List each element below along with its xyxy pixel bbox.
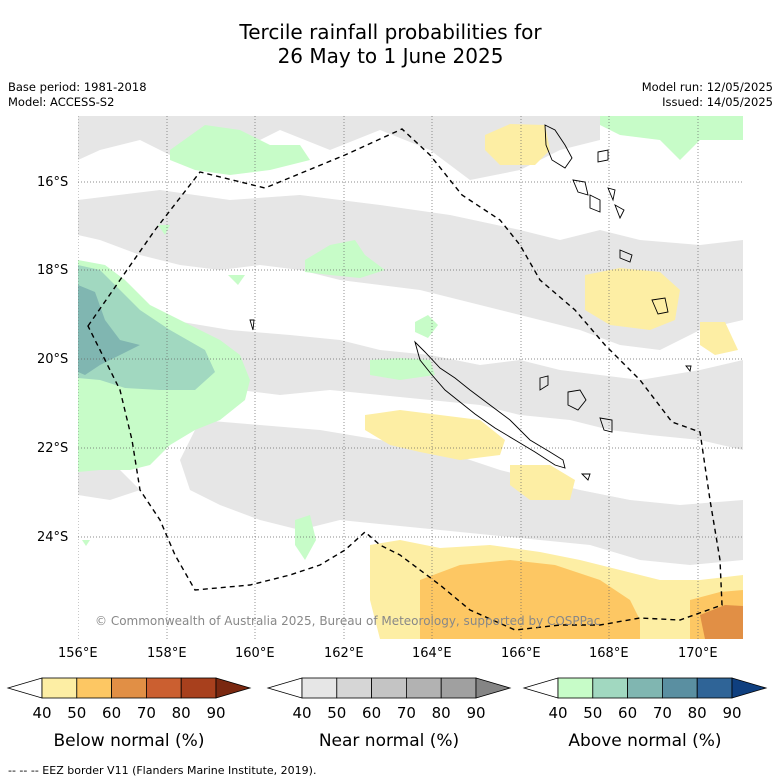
colorbars	[6, 677, 768, 699]
colorbar-tick-label: 80	[687, 704, 707, 722]
lon-label: 158°E	[147, 646, 187, 661]
colorbar-tick-label: 60	[618, 704, 638, 722]
colorbar-tick-label: 60	[362, 704, 382, 722]
issued-text: Issued: 14/05/2025	[662, 95, 773, 109]
lat-label: 16°S	[37, 175, 69, 190]
colorbar-segment	[336, 677, 372, 699]
lon-label: 160°E	[235, 646, 275, 661]
eez-border	[87, 128, 723, 631]
lat-label: 24°S	[37, 530, 69, 545]
map-title-line1: Tercile rainfall probabilities for	[239, 20, 542, 44]
colorbar-segment	[557, 677, 594, 699]
base-period-text: Base period: 1981-2018	[8, 80, 147, 94]
colorbar-tick-label: 80	[171, 704, 191, 722]
below-normal-70-regions	[700, 605, 743, 639]
lon-label: 164°E	[412, 646, 452, 661]
colorbar-tick-label: 50	[327, 704, 347, 722]
colorbar-tick-label: 70	[136, 704, 156, 722]
colorbar-arrow-high	[731, 677, 768, 699]
colorbar-segment	[41, 677, 78, 699]
lat-label: 20°S	[37, 352, 69, 367]
colorbar-tick-label: 70	[396, 704, 416, 722]
colorbar-arrow-low	[522, 677, 559, 699]
colorbar-segment	[145, 677, 182, 699]
map-title-line2: 26 May to 1 June 2025	[277, 44, 504, 68]
colorbar-near-normal	[266, 677, 512, 699]
colorbar-segment	[405, 677, 442, 699]
colorbar-segment	[440, 677, 477, 699]
colorbar-segment	[76, 677, 113, 699]
colorbar-arrow-high	[215, 677, 252, 699]
colorbar-label-near: Near normal (%)	[318, 731, 460, 751]
colorbar-tick-label: 50	[67, 704, 87, 722]
colorbar-segment	[592, 677, 628, 699]
colorbar-segment	[301, 677, 338, 699]
colorbar-segment	[180, 677, 217, 699]
colorbar-tick-label: 90	[206, 704, 226, 722]
colorbar-tick-label: 80	[431, 704, 451, 722]
copyright-notice: © Commonwealth of Australia 2025, Bureau…	[95, 614, 601, 628]
colorbar-above-normal	[522, 677, 768, 699]
colorbar-tick-label: 40	[292, 704, 312, 722]
colorbar-segment	[627, 677, 663, 699]
coastlines	[249, 124, 692, 481]
lon-label: 162°E	[324, 646, 364, 661]
colorbar-arrow-high	[475, 677, 512, 699]
lat-label: 18°S	[37, 263, 69, 278]
eez-footer-note: -- -- -- EEZ border V11 (Flanders Marine…	[8, 764, 317, 777]
colorbar-segment	[111, 677, 147, 699]
colorbar-tick-label: 90	[466, 704, 486, 722]
colorbar-tick-label: 90	[722, 704, 742, 722]
lon-label: 166°E	[501, 646, 541, 661]
colorbar-tick-label: 50	[583, 704, 603, 722]
model-run-text: Model run: 12/05/2025	[641, 80, 773, 94]
colorbar-arrow-low	[6, 677, 43, 699]
colorbar-segment	[662, 677, 698, 699]
new-caledonia-outline	[414, 340, 566, 469]
model-text: Model: ACCESS-S2	[8, 95, 115, 109]
lat-label: 22°S	[37, 441, 69, 456]
colorbar-tick-label: 40	[32, 704, 52, 722]
lon-label: 156°E	[58, 646, 98, 661]
colorbar-tick-label: 40	[548, 704, 568, 722]
colorbar-tick-label: 60	[102, 704, 122, 722]
colorbar-tick-label: 70	[652, 704, 672, 722]
vanuatu-north-outline	[544, 124, 573, 169]
colorbar-below-normal	[6, 677, 252, 699]
probability-shading	[78, 116, 743, 639]
lon-label: 168°E	[589, 646, 629, 661]
colorbar-segment	[371, 677, 407, 699]
above-normal-70-regions	[78, 285, 140, 375]
colorbar-segment	[696, 677, 733, 699]
colorbar-label-above: Above normal (%)	[568, 731, 722, 751]
map-gridlines	[78, 116, 743, 639]
colorbar-label-below: Below normal (%)	[53, 731, 205, 751]
lon-label: 170°E	[678, 646, 718, 661]
colorbar-arrow-low	[266, 677, 303, 699]
